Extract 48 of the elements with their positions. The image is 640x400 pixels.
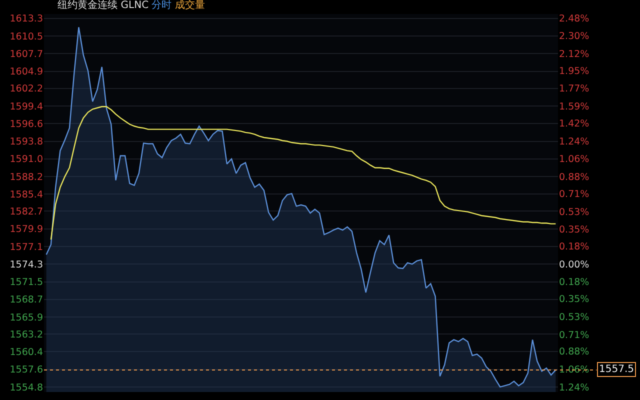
y2-tick-label: 1.95% [559, 66, 590, 77]
y2-tick-label: 0.53% [559, 312, 590, 323]
y-tick-label: 1560.4 [10, 347, 43, 358]
y2-tick-label: 2.30% [559, 31, 590, 42]
ref-line-label: 1557.5 [599, 364, 634, 375]
y2-tick-label: 1.42% [559, 118, 590, 130]
y2-tick-label: 1.59% [559, 102, 590, 113]
y2-tick-label: 2.48% [559, 13, 590, 24]
y2-tick-label: 0.18% [559, 277, 590, 288]
text: 分时 [152, 0, 172, 12]
y-tick-label: 1599.4 [10, 101, 43, 112]
y-tick-label: 1593.8 [10, 136, 43, 148]
y-tick-label: 1607.7 [10, 49, 43, 60]
y-tick-label: 1602.2 [10, 84, 43, 95]
y-tick-label: 1610.5 [10, 31, 43, 42]
chart-title: 纽约黄金连续 GLNC [58, 0, 149, 12]
y-tick-label: 1613.3 [10, 14, 43, 25]
y-tick-label: 1577.1 [10, 242, 43, 253]
y2-tick-label: 0.18% [559, 241, 590, 252]
line-series [50, 106, 556, 240]
y-tick-label: 1571.5 [10, 277, 43, 288]
y-tick-label: 1565.9 [10, 312, 43, 324]
y2-tick-label: 0.88% [559, 172, 590, 184]
y2-tick-label: 1.24% [559, 136, 590, 148]
y-tick-label: 1563.2 [10, 329, 43, 340]
y-tick-label: 1568.7 [10, 294, 43, 306]
y2-tick-label: 1.24% [559, 382, 590, 394]
y2-tick-label: 0.53% [559, 206, 590, 218]
y-tick-label: 1604.9 [10, 66, 43, 78]
y-tick-label: 1588.2 [10, 172, 43, 183]
y2-tick-label: 0.71% [559, 188, 590, 200]
y-tick-label: 1574.3 [10, 259, 43, 270]
y-tick-label: 1585.4 [10, 190, 43, 201]
y2-tick-label: 0.35% [559, 224, 590, 236]
y-tick-label: 1579.9 [10, 224, 43, 236]
y-tick-label: 1557.6 [10, 364, 43, 376]
y-tick-label: 1596.6 [10, 118, 43, 130]
y2-tick-label: 2.12% [559, 49, 590, 60]
y2-tick-label: 0.88% [559, 346, 590, 358]
text: 成交量 [174, 0, 205, 12]
y2-tick-label: 0.00% [559, 259, 590, 270]
y2-tick-label: 0.35% [559, 294, 590, 306]
y-tick-label: 1582.7 [10, 206, 43, 218]
y2-tick-label: 0.71% [559, 330, 590, 341]
y-tick-label: 1554.8 [10, 382, 43, 394]
y-tick-label: 1591.0 [10, 154, 43, 166]
y2-tick-label: 1.77% [559, 84, 590, 95]
y2-tick-label: 1.06% [559, 154, 590, 166]
